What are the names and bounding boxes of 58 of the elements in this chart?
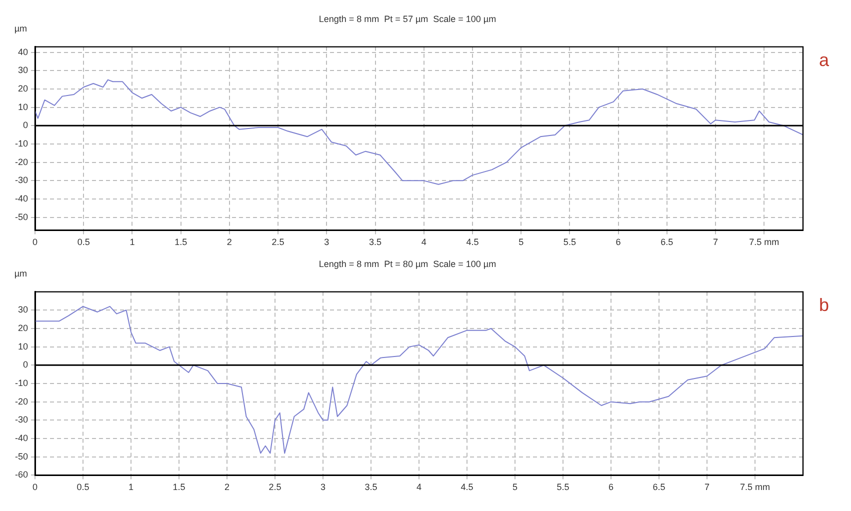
chart-title: Length = 8 mm Pt = 80 µm Scale = 100 µm bbox=[318, 258, 496, 269]
x-tick-label: 3 bbox=[320, 482, 326, 492]
y-tick-label: 0 bbox=[22, 360, 28, 370]
x-tick-label: 1 bbox=[128, 482, 134, 492]
x-tick-label: 7 bbox=[704, 482, 710, 492]
x-tick-label: 2 bbox=[226, 237, 232, 248]
x-tick-label: 2 bbox=[224, 482, 230, 492]
text: b bbox=[819, 294, 830, 315]
x-tick-label: 7.5 mm bbox=[749, 237, 780, 248]
y-tick-label: -30 bbox=[14, 414, 28, 425]
x-tick-label: 3.5 bbox=[369, 237, 382, 248]
x-tick-label: 4.5 bbox=[466, 237, 479, 248]
y-tick-label: 40 bbox=[18, 46, 28, 57]
x-tick-label: 5.5 bbox=[563, 237, 576, 248]
x-tick-label: 6 bbox=[608, 482, 614, 492]
y-tick-label: 20 bbox=[18, 322, 28, 333]
x-tick-label: 1 bbox=[130, 237, 135, 248]
x-tick-label: 5 bbox=[512, 482, 518, 492]
y-tick-label: 20 bbox=[18, 83, 28, 94]
x-tick-label: 7.5 mm bbox=[740, 482, 770, 492]
y-tick-label: 30 bbox=[18, 304, 28, 315]
y-tick-label: -60 bbox=[14, 470, 28, 480]
y-tick-label: -40 bbox=[14, 194, 28, 204]
y-tick-label: -10 bbox=[14, 378, 28, 388]
x-tick-label: 6 bbox=[616, 237, 621, 248]
y-tick-label: 30 bbox=[18, 65, 28, 76]
y-axis-title: µm bbox=[14, 23, 28, 34]
x-tick-label: 3 bbox=[324, 237, 330, 248]
x-tick-label: 2.5 bbox=[268, 482, 282, 492]
x-tick-label: 6.5 bbox=[652, 482, 666, 492]
chart-title: Length = 8 mm Pt = 57 µm Scale = 100 µm bbox=[318, 14, 496, 24]
x-tick-label: 4 bbox=[416, 482, 422, 492]
x-tick-label: 6.5 bbox=[660, 237, 674, 248]
y-tick-label: -50 bbox=[14, 451, 28, 462]
y-tick-label: 10 bbox=[18, 102, 28, 112]
x-tick-label: 0 bbox=[32, 237, 38, 248]
y-tick-label: -50 bbox=[14, 212, 28, 222]
y-tick-label: 0 bbox=[22, 120, 28, 130]
y-axis-title: µm bbox=[14, 268, 28, 278]
x-tick-label: 0.5 bbox=[76, 482, 90, 492]
x-tick-label: 1.5 bbox=[174, 237, 188, 248]
x-tick-label: 4.5 bbox=[460, 482, 474, 492]
y-tick-label: -10 bbox=[14, 138, 28, 148]
x-tick-label: 2.5 bbox=[272, 237, 284, 248]
x-tick-label: 1.5 bbox=[172, 482, 186, 492]
y-tick-label: -30 bbox=[14, 175, 28, 186]
text: a bbox=[819, 50, 830, 70]
x-tick-label: 3.5 bbox=[364, 482, 378, 492]
y-tick-label: -20 bbox=[14, 396, 28, 406]
x-tick-label: 7 bbox=[713, 237, 718, 248]
x-tick-label: 0.5 bbox=[77, 237, 90, 248]
x-tick-label: 5 bbox=[518, 237, 524, 248]
x-tick-label: 4 bbox=[421, 237, 426, 248]
y-tick-label: 10 bbox=[18, 341, 28, 352]
y-tick-label: -40 bbox=[14, 433, 28, 444]
x-tick-label: 5.5 bbox=[556, 482, 570, 492]
x-tick-label: 0 bbox=[32, 482, 38, 492]
y-tick-label: -20 bbox=[14, 156, 28, 167]
